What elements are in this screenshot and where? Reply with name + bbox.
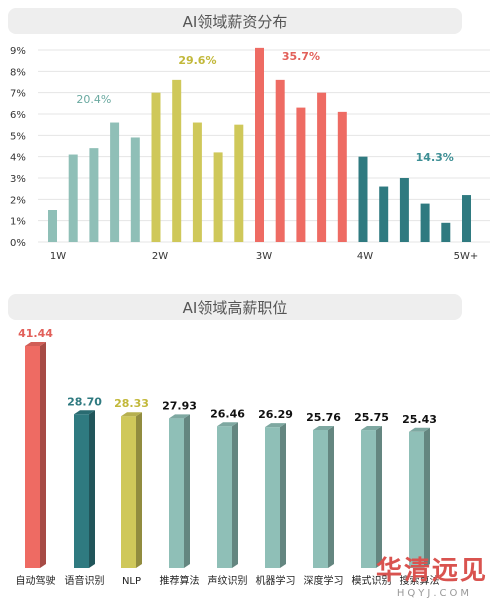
salary-bar: [89, 148, 99, 242]
job-category-label: 搜索算法: [400, 574, 440, 587]
job-bar-top: [265, 423, 286, 428]
y-tick-label: 7%: [10, 89, 26, 100]
job-bar-side: [232, 422, 238, 568]
salary-bar: [68, 154, 78, 242]
job-value-label: 25.76: [306, 411, 341, 424]
group-total-label: 14.3%: [416, 151, 454, 164]
job-value-label: 28.70: [67, 395, 102, 408]
job-bar-side: [328, 426, 334, 568]
salary-bar: [48, 210, 57, 242]
job-category-label: 自动驾驶: [16, 574, 56, 587]
salary-bar: [255, 47, 264, 242]
job-bar: [409, 431, 424, 568]
job-bar-top: [74, 410, 95, 415]
salary-bar: [275, 79, 285, 242]
job-value-label: 25.75: [354, 411, 389, 424]
x-tick-label: 3W: [256, 251, 272, 262]
x-tick-label: 5W+: [454, 251, 479, 262]
job-bar: [74, 414, 89, 568]
job-category-label: 声纹识别: [208, 574, 248, 587]
job-value-label: 26.46: [210, 407, 245, 420]
job-bar-top: [313, 426, 334, 430]
watermark-subtext: HQYJ.COM: [396, 588, 472, 599]
salary-bar: [399, 178, 409, 242]
job-value-label: 28.33: [114, 397, 149, 410]
salary-bar: [130, 137, 140, 242]
job-bar: [361, 430, 376, 568]
salary-bar: [172, 79, 182, 242]
job-bar-side: [424, 427, 430, 568]
job-bar-top: [361, 426, 382, 431]
salary-bar: [337, 111, 347, 242]
salary-bar: [420, 203, 430, 242]
job-value-label: 41.44: [18, 327, 53, 340]
salary-bar: [358, 156, 368, 242]
y-tick-label: 8%: [10, 67, 26, 78]
job-bar: [265, 427, 280, 568]
y-tick-label: 0%: [10, 238, 26, 249]
watermark-logo: 华清远见: [375, 556, 488, 586]
salary-bar: [192, 122, 202, 242]
job-category-label: 机器学习: [256, 574, 296, 587]
job-bar: [313, 430, 328, 568]
x-tick-label: 2W: [152, 251, 168, 262]
salary-distribution-title: AI领域薪资分布: [8, 8, 462, 34]
salary-bar: [379, 186, 389, 242]
y-tick-label: 6%: [10, 110, 26, 121]
job-category-label: 模式识别: [352, 574, 392, 587]
job-bar-side: [136, 412, 142, 568]
salary-bar: [151, 92, 161, 243]
job-bar-top: [169, 414, 190, 419]
job-bar-top: [25, 342, 46, 346]
job-category-label: 推荐算法: [160, 574, 200, 587]
job-bar-top: [217, 422, 238, 427]
y-tick-label: 4%: [10, 153, 26, 164]
job-bar: [25, 346, 40, 568]
job-bar-side: [376, 426, 382, 568]
group-total-label: 20.4%: [76, 93, 111, 106]
job-value-label: 25.43: [402, 413, 437, 426]
salary-bar: [296, 107, 306, 242]
job-bar-side: [184, 414, 190, 568]
x-tick-label: 4W: [357, 251, 373, 262]
y-tick-label: 9%: [10, 46, 26, 57]
job-category-label: NLP: [122, 576, 141, 587]
job-bar: [169, 418, 184, 568]
salary-bar: [317, 92, 327, 243]
y-tick-label: 3%: [10, 174, 26, 185]
salary-bar: [462, 195, 471, 242]
salary-bar: [110, 122, 120, 242]
x-tick-label: 1W: [50, 251, 66, 262]
job-bar: [217, 426, 232, 568]
salary-bar: [441, 222, 451, 242]
job-bar-side: [40, 342, 46, 568]
job-value-label: 27.93: [162, 399, 197, 412]
y-tick-label: 2%: [10, 195, 26, 206]
job-bar: [121, 416, 136, 568]
y-tick-label: 1%: [10, 217, 26, 228]
job-value-label: 26.29: [258, 408, 293, 421]
high-salary-jobs-title: AI领域高薪职位: [8, 294, 462, 320]
y-tick-label: 5%: [10, 131, 26, 142]
job-category-label: 语音识别: [65, 574, 105, 587]
job-bar-side: [280, 423, 286, 568]
salary-bar: [234, 124, 244, 242]
group-total-label: 29.6%: [178, 54, 216, 67]
salary-bar: [213, 152, 223, 242]
job-category-label: 深度学习: [304, 574, 344, 587]
job-bar-side: [89, 410, 95, 568]
job-bar-top: [121, 412, 142, 417]
job-bar-top: [409, 427, 430, 432]
group-total-label: 35.7%: [282, 50, 320, 63]
